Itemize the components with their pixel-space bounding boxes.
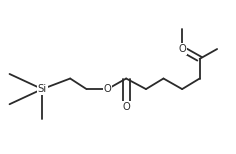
Text: Si: Si [38, 84, 47, 94]
Text: O: O [122, 102, 130, 112]
Text: O: O [178, 44, 186, 54]
Text: O: O [104, 84, 111, 94]
